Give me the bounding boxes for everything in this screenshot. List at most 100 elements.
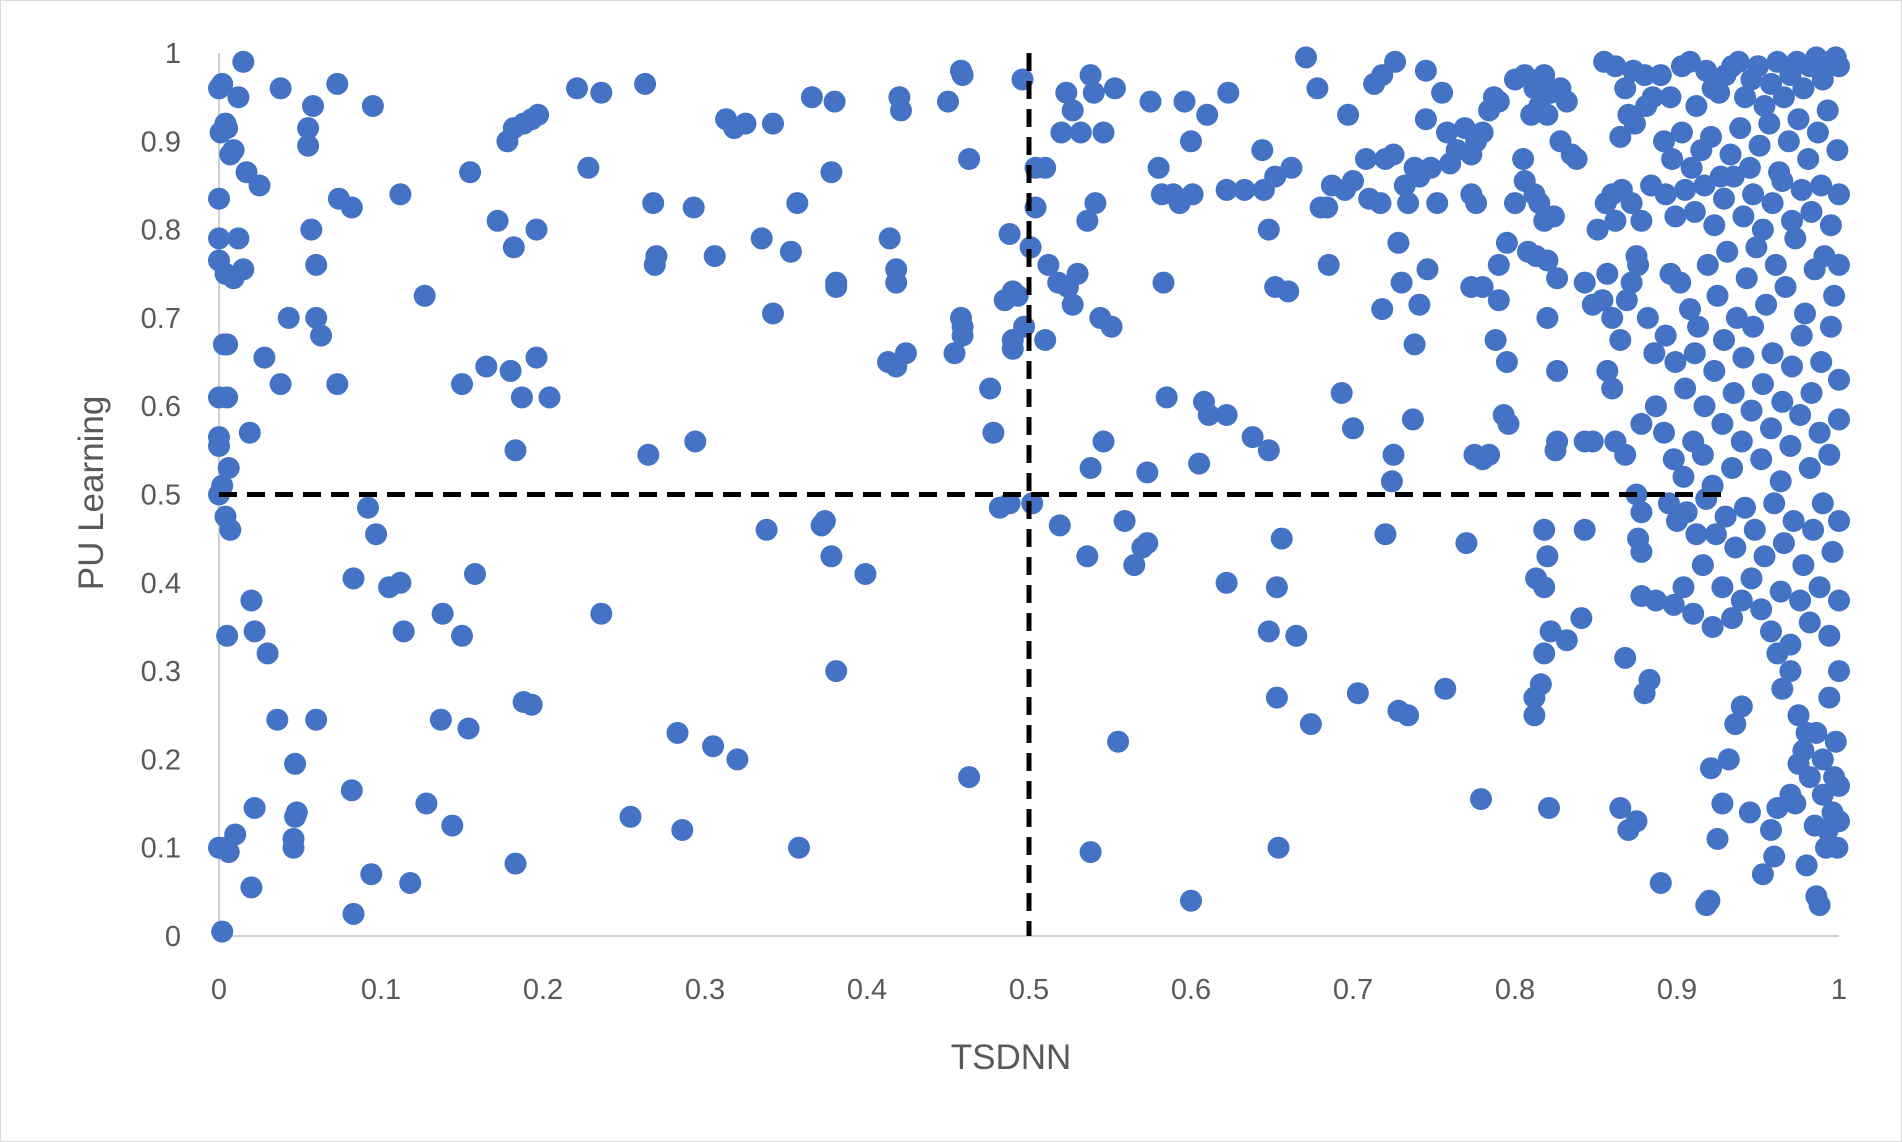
data-point bbox=[248, 174, 271, 197]
data-point bbox=[527, 103, 550, 126]
data-point bbox=[1721, 607, 1744, 630]
data-point bbox=[1625, 810, 1648, 833]
data-point bbox=[1069, 121, 1092, 144]
data-point bbox=[1824, 730, 1847, 753]
data-point bbox=[1696, 253, 1719, 276]
data-point bbox=[1769, 580, 1792, 603]
x-tick-label: 1 bbox=[1831, 974, 1847, 1006]
data-point bbox=[1346, 682, 1369, 705]
data-point bbox=[1084, 192, 1107, 215]
data-point bbox=[1546, 359, 1569, 382]
data-point bbox=[1808, 421, 1831, 444]
data-point bbox=[958, 766, 981, 789]
data-point bbox=[1674, 178, 1697, 201]
data-point bbox=[214, 112, 237, 135]
data-point bbox=[1487, 253, 1510, 276]
data-point bbox=[634, 72, 657, 95]
data-point bbox=[1777, 130, 1800, 153]
data-point bbox=[1019, 236, 1042, 259]
data-point bbox=[1811, 68, 1834, 91]
data-point bbox=[590, 602, 613, 625]
data-point bbox=[1538, 797, 1560, 819]
data-point bbox=[1529, 673, 1552, 696]
data-point bbox=[1711, 792, 1734, 815]
data-point bbox=[1772, 532, 1795, 555]
data-point bbox=[1533, 642, 1556, 665]
data-point bbox=[475, 355, 498, 378]
data-point bbox=[1679, 50, 1701, 73]
data-point bbox=[1596, 262, 1619, 285]
y-tick-label: 0.4 bbox=[141, 568, 181, 600]
data-point bbox=[1382, 443, 1405, 466]
data-point bbox=[1750, 598, 1773, 621]
data-point bbox=[1061, 99, 1084, 122]
data-point bbox=[1573, 518, 1596, 541]
data-point bbox=[1753, 95, 1776, 117]
data-point bbox=[499, 359, 522, 382]
data-point bbox=[1747, 55, 1769, 78]
data-point bbox=[305, 306, 328, 329]
data-point bbox=[243, 797, 266, 819]
data-point bbox=[1653, 421, 1675, 444]
data-point bbox=[1620, 192, 1643, 215]
data-point bbox=[755, 518, 778, 541]
data-point bbox=[825, 660, 848, 683]
data-point bbox=[1180, 130, 1202, 153]
data-point bbox=[1620, 271, 1643, 294]
data-point bbox=[1727, 50, 1750, 73]
y-tick-label: 1 bbox=[165, 38, 181, 70]
data-point bbox=[1664, 205, 1687, 228]
data-point bbox=[216, 624, 239, 647]
data-point bbox=[1419, 156, 1442, 179]
data-point bbox=[1761, 192, 1784, 215]
data-point bbox=[1750, 448, 1773, 471]
data-point bbox=[1828, 589, 1850, 612]
data-point bbox=[1037, 253, 1060, 276]
data-point bbox=[240, 876, 263, 899]
data-point bbox=[415, 792, 438, 815]
data-point bbox=[979, 377, 1002, 400]
data-point bbox=[1753, 545, 1776, 568]
y-tick-labels: 0 0.1 0.2 0.3 0.4 0.5 0.6 0.7 0.8 0.9 1 bbox=[141, 38, 181, 953]
data-point bbox=[1181, 183, 1204, 206]
data-point bbox=[1662, 448, 1685, 471]
data-point bbox=[823, 90, 846, 113]
data-point bbox=[1643, 342, 1666, 365]
data-point bbox=[1828, 183, 1850, 206]
data-point bbox=[520, 693, 543, 716]
data-point bbox=[305, 708, 328, 731]
data-point bbox=[1601, 306, 1624, 329]
data-point bbox=[1771, 390, 1794, 413]
data-point bbox=[1436, 121, 1458, 144]
data-point bbox=[1816, 99, 1839, 122]
data-point bbox=[1779, 660, 1802, 683]
data-point bbox=[1369, 192, 1392, 215]
data-point bbox=[890, 99, 912, 122]
data-point bbox=[1669, 271, 1692, 294]
data-point bbox=[820, 545, 843, 568]
data-point bbox=[1811, 748, 1834, 771]
data-point bbox=[590, 81, 613, 104]
data-point bbox=[1711, 576, 1734, 599]
data-point bbox=[1771, 677, 1794, 700]
data-point bbox=[1609, 797, 1632, 819]
data-point bbox=[326, 373, 349, 396]
data-point bbox=[1722, 165, 1745, 188]
data-point bbox=[1691, 443, 1714, 466]
data-point bbox=[1136, 532, 1159, 555]
data-point bbox=[1687, 315, 1710, 338]
data-point bbox=[1604, 209, 1627, 232]
data-point bbox=[779, 240, 802, 263]
data-point bbox=[1403, 333, 1426, 356]
data-point bbox=[1779, 783, 1802, 806]
data-point bbox=[389, 571, 412, 594]
data-point bbox=[1760, 819, 1782, 841]
data-point bbox=[813, 510, 836, 532]
data-point bbox=[1408, 293, 1431, 316]
data-point bbox=[1076, 545, 1099, 568]
data-point bbox=[1387, 231, 1410, 254]
data-point bbox=[1586, 218, 1609, 241]
data-point bbox=[310, 324, 333, 347]
data-point bbox=[525, 346, 548, 369]
data-point bbox=[1139, 90, 1162, 113]
